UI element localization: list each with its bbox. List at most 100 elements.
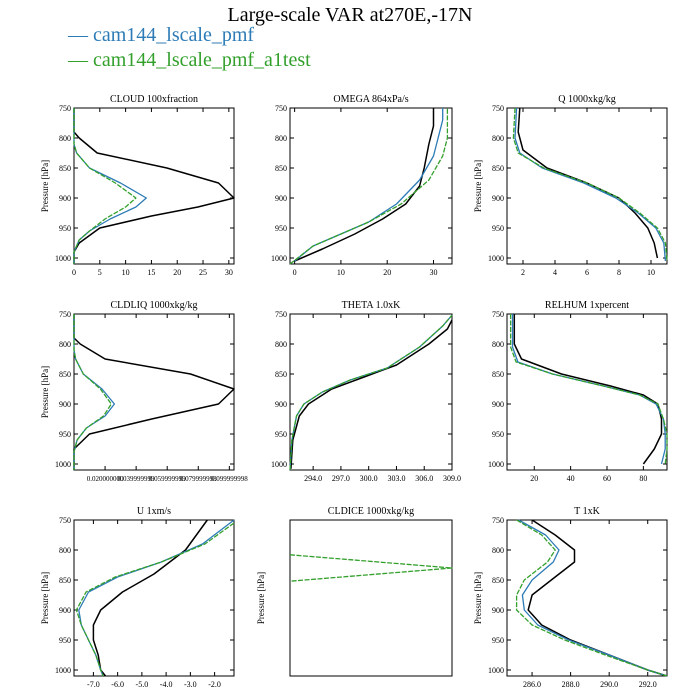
x-tick-label: -5.0 <box>136 680 149 689</box>
x-tick-label: 25 <box>199 268 207 277</box>
y-axis-label: Pressure [hPa] <box>473 572 483 624</box>
x-tick-label: 10 <box>122 268 130 277</box>
plot-frame <box>289 107 453 265</box>
y-tick-label: 900 <box>59 400 71 409</box>
y-axis-label: Pressure [hPa] <box>40 572 50 624</box>
x-tick-label: 30 <box>225 268 233 277</box>
x-tick-label: 292.0 <box>639 680 657 689</box>
y-tick-label: 750 <box>492 310 504 319</box>
y-axis-label: Pressure [hPa] <box>256 572 266 624</box>
page-title: Large-scale VAR at270E,-17N <box>227 4 473 26</box>
y-axis-label: Pressure [hPa] <box>40 160 50 212</box>
y-tick-label: 800 <box>492 340 504 349</box>
x-tick-label: -4.0 <box>160 680 173 689</box>
y-tick-label: 800 <box>275 134 287 143</box>
y-tick-label: 800 <box>59 340 71 349</box>
chart-panel-2: OMEGA 864xPa/s 750 800 850 900 950 1000 0 10 20 30 <box>271 94 453 277</box>
series-line-green <box>509 314 668 465</box>
series-line-green <box>289 314 453 471</box>
y-tick-label: 850 <box>59 164 71 173</box>
y-tick-label: 1000 <box>55 254 71 263</box>
y-tick-label: 900 <box>492 194 504 203</box>
series-line-black <box>290 319 453 469</box>
series-line-green <box>512 107 668 262</box>
y-tick-label: 750 <box>492 516 504 525</box>
x-tick-label: 10 <box>337 268 345 277</box>
chart-title: OMEGA 864xPa/s <box>333 94 408 105</box>
y-tick-label: 950 <box>492 430 504 439</box>
chart-title: Q 1000xkg/kg <box>558 94 616 105</box>
chart-title: THETA 1.0xK <box>342 300 401 311</box>
x-tick-label: 8 <box>617 268 621 277</box>
y-tick-label: 850 <box>275 164 287 173</box>
y-tick-label: 1000 <box>55 460 71 469</box>
x-tick-label: 290.0 <box>600 680 618 689</box>
x-tick-label: 0.099999998 <box>211 475 248 483</box>
series-line-blue <box>514 107 667 262</box>
x-tick-label: 4 <box>553 268 557 277</box>
plot-frame <box>73 313 235 471</box>
x-tick-label: 20 <box>173 268 181 277</box>
y-tick-label: 900 <box>492 400 504 409</box>
y-tick-label: 950 <box>275 430 287 439</box>
x-tick-label: 6 <box>585 268 589 277</box>
chart-panel-7: U 1xm/s Pressure [hPa] 750 800 850 900 950 1000… <box>40 506 235 689</box>
series-line-black <box>73 108 235 264</box>
y-tick-label: 950 <box>59 224 71 233</box>
y-tick-label: 900 <box>275 194 287 203</box>
x-tick-label: 306.0 <box>415 474 433 483</box>
y-tick-label: 800 <box>275 340 287 349</box>
y-tick-label: 900 <box>59 194 71 203</box>
plot-frame <box>73 519 235 677</box>
series-line-green <box>289 108 449 265</box>
series-line-green <box>289 554 453 582</box>
series-line-green <box>515 519 668 677</box>
x-tick-label: 0 <box>293 268 297 277</box>
series-line-blue <box>78 519 235 677</box>
y-tick-label: 800 <box>492 546 504 555</box>
series-line-blue <box>73 108 147 264</box>
series-line-black <box>92 519 208 677</box>
y-tick-label: 950 <box>59 636 71 645</box>
series-line-blue <box>294 108 444 262</box>
series-line-green <box>73 314 112 470</box>
chart-title: T 1xK <box>574 506 600 517</box>
plot-frame <box>73 107 235 265</box>
x-tick-label: 40 <box>567 474 575 483</box>
series-line-blue <box>511 314 666 465</box>
series-line-green <box>73 108 137 264</box>
plot-frame <box>506 313 668 471</box>
chart-panel-4: CLDLIQ 1000xkg/kg Pressure [hPa] 750 800 850… <box>40 300 248 483</box>
series-line-blue <box>73 314 116 470</box>
x-tick-label: 0 <box>72 268 76 277</box>
y-tick-label: 1000 <box>271 254 287 263</box>
x-tick-label: 2 <box>521 268 525 277</box>
x-tick-label: 20 <box>383 268 391 277</box>
chart-title: CLOUD 100xfraction <box>110 94 198 105</box>
y-tick-label: 1000 <box>488 460 504 469</box>
y-tick-label: 1000 <box>55 666 71 675</box>
chart-title: CLDLIQ 1000xkg/kg <box>111 300 198 311</box>
x-tick-label: 297.0 <box>332 474 350 483</box>
y-tick-label: 850 <box>492 164 504 173</box>
y-tick-label: 950 <box>275 224 287 233</box>
y-tick-label: 750 <box>275 310 287 319</box>
y-tick-label: 800 <box>59 546 71 555</box>
chart-title: U 1xm/s <box>137 506 171 517</box>
y-tick-label: 750 <box>59 104 71 113</box>
y-tick-label: 1000 <box>488 254 504 263</box>
x-tick-label: 80 <box>639 474 647 483</box>
x-tick-label: -6.0 <box>111 680 124 689</box>
chart-panel-6: RELHUM 1xpercent 750 800 850 900 950 1000 20 40 6… <box>488 300 668 483</box>
y-tick-label: 950 <box>59 430 71 439</box>
x-tick-label: 60 <box>603 474 611 483</box>
y-tick-label: 950 <box>492 636 504 645</box>
legend-entry-pmf: — cam144_lscale_pmf <box>68 24 255 46</box>
y-tick-label: 750 <box>59 310 71 319</box>
series-line-black <box>513 314 663 465</box>
y-tick-label: 900 <box>59 606 71 615</box>
chart-panel-1: CLOUD 100xfraction Pressure [hPa] 750 800 85… <box>40 94 235 277</box>
series-line-black <box>73 314 235 470</box>
x-tick-label: 288.0 <box>562 680 580 689</box>
plot-frame <box>506 519 668 677</box>
